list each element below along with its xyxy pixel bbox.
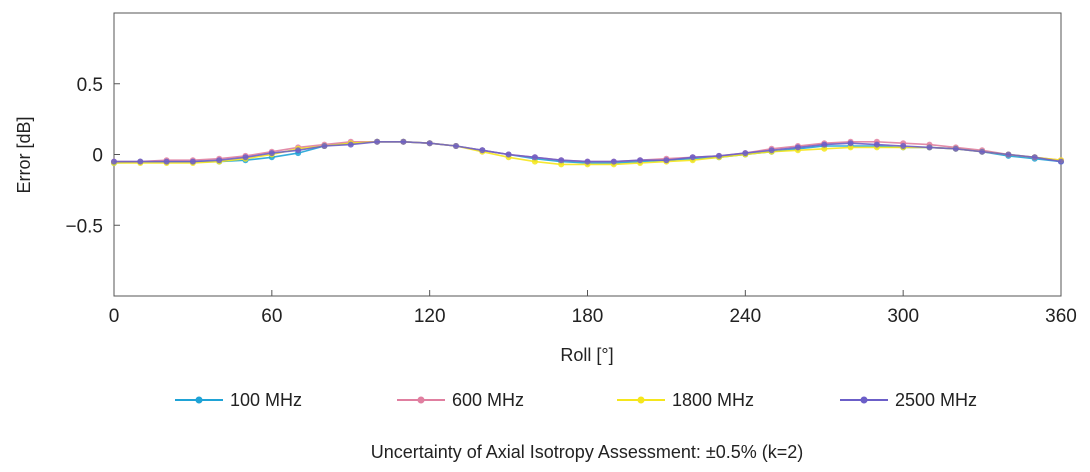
data-point	[821, 145, 828, 152]
legend-label: 2500 MHz	[895, 390, 977, 410]
legend-label: 600 MHz	[452, 390, 524, 410]
legend-swatch-marker	[637, 396, 645, 404]
data-point	[768, 147, 775, 154]
data-point	[926, 144, 933, 151]
y-axis-ticks: 0.5 0 −0.5	[65, 75, 120, 237]
x-axis-label: Roll [°]	[560, 345, 613, 365]
x-tick-label: 0	[109, 306, 120, 327]
data-point	[479, 147, 486, 154]
data-point	[847, 144, 854, 151]
series-3	[111, 138, 1064, 165]
data-point	[453, 143, 459, 149]
data-point	[794, 144, 801, 151]
legend-swatch-marker	[417, 396, 425, 404]
x-axis-ticks: 0 60 120 180 240 300 360	[109, 290, 1077, 327]
data-point	[505, 151, 512, 158]
data-point	[663, 157, 670, 164]
data-point	[268, 150, 275, 157]
data-point	[531, 154, 538, 161]
data-point	[242, 154, 249, 161]
data-point	[847, 140, 854, 147]
data-point	[295, 147, 302, 154]
data-point	[873, 141, 880, 148]
legend-swatch-marker	[195, 396, 203, 404]
data-point	[163, 158, 170, 165]
data-point	[716, 152, 722, 159]
data-point	[374, 138, 381, 145]
data-point	[742, 150, 749, 157]
x-tick-label: 240	[729, 306, 761, 327]
data-point	[400, 138, 407, 145]
data-point	[531, 158, 538, 165]
legend-item-1: 600 MHz	[397, 390, 524, 410]
data-point	[558, 161, 565, 168]
data-point	[111, 158, 117, 165]
series-layer	[111, 138, 1064, 168]
data-point	[821, 141, 828, 148]
data-point	[610, 158, 617, 165]
data-point	[584, 158, 591, 165]
x-tick-label: 360	[1045, 306, 1077, 327]
x-tick-label: 60	[261, 306, 282, 327]
data-point	[1031, 154, 1038, 161]
legend-item-2: 1800 MHz	[617, 390, 754, 410]
legend-item-0: 100 MHz	[175, 390, 302, 410]
data-point	[137, 158, 144, 165]
caption: Uncertainty of Axial Isotropy Assessment…	[371, 442, 804, 462]
data-point	[979, 148, 986, 155]
x-tick-label: 180	[572, 306, 604, 327]
data-point	[216, 157, 223, 164]
legend: 100 MHz 600 MHz 1800 MHz 2500 MHz	[175, 390, 977, 410]
legend-label: 100 MHz	[230, 390, 302, 410]
y-axis-label: Error [dB]	[14, 116, 34, 193]
data-point	[189, 158, 196, 165]
y-tick-label: 0	[92, 146, 103, 167]
data-point	[637, 157, 644, 164]
data-point	[426, 140, 433, 147]
legend-swatch-marker	[860, 396, 868, 404]
data-point	[347, 141, 354, 148]
data-point	[900, 143, 907, 149]
data-point	[1058, 158, 1064, 165]
data-point	[952, 145, 959, 152]
data-point	[321, 143, 328, 149]
data-point	[1005, 151, 1012, 158]
x-tick-label: 120	[414, 306, 446, 327]
y-tick-label: −0.5	[65, 216, 103, 237]
legend-item-3: 2500 MHz	[840, 390, 977, 410]
legend-label: 1800 MHz	[672, 390, 754, 410]
x-tick-label: 300	[887, 306, 919, 327]
y-tick-label: 0.5	[77, 75, 103, 96]
data-point	[689, 154, 696, 161]
data-point	[558, 157, 565, 164]
